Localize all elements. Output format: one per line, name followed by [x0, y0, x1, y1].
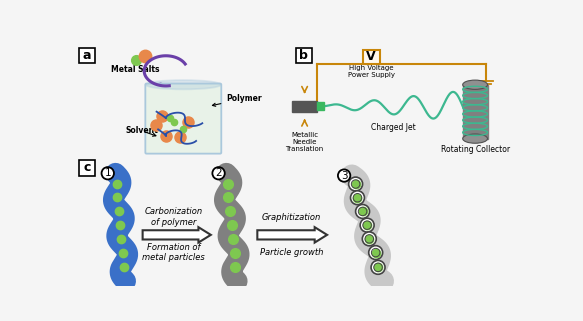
Circle shape: [350, 191, 364, 205]
Bar: [79, 160, 94, 176]
Text: High Voltage
Power Supply: High Voltage Power Supply: [347, 65, 395, 78]
Circle shape: [349, 177, 363, 191]
Bar: [363, 50, 380, 64]
Bar: [79, 48, 94, 63]
Text: 2: 2: [215, 168, 222, 178]
Text: b: b: [300, 49, 308, 62]
Ellipse shape: [463, 134, 487, 143]
Circle shape: [101, 167, 114, 179]
Text: V: V: [367, 50, 376, 64]
Circle shape: [362, 232, 376, 246]
Text: Formation of
metal particles: Formation of metal particles: [142, 243, 205, 262]
Text: 1: 1: [104, 168, 111, 178]
Circle shape: [212, 167, 225, 179]
Circle shape: [356, 204, 370, 218]
Text: Metal Salts: Metal Salts: [111, 65, 159, 74]
Circle shape: [371, 260, 385, 274]
Polygon shape: [143, 227, 211, 243]
FancyBboxPatch shape: [145, 83, 222, 154]
Text: Charged Jet: Charged Jet: [371, 123, 416, 132]
Text: Particle growth: Particle growth: [260, 248, 323, 257]
Bar: [463, 85, 487, 139]
Polygon shape: [257, 227, 327, 243]
Bar: [292, 101, 317, 112]
Circle shape: [368, 246, 382, 259]
Ellipse shape: [463, 80, 487, 89]
Text: c: c: [83, 161, 90, 174]
Bar: [296, 48, 311, 63]
Text: Rotating Collector: Rotating Collector: [441, 145, 510, 154]
Text: Graphitization: Graphitization: [262, 213, 321, 222]
Circle shape: [338, 169, 350, 182]
Text: Metallic
Needle
Translation: Metallic Needle Translation: [286, 133, 324, 152]
Ellipse shape: [146, 80, 221, 89]
Bar: [317, 102, 324, 110]
Text: 3: 3: [341, 170, 347, 181]
Text: Polymer: Polymer: [212, 94, 262, 106]
Text: Solvent: Solvent: [125, 126, 159, 136]
Text: Carbonization
of polymer: Carbonization of polymer: [145, 207, 203, 227]
Circle shape: [360, 218, 374, 232]
Text: a: a: [83, 49, 91, 62]
